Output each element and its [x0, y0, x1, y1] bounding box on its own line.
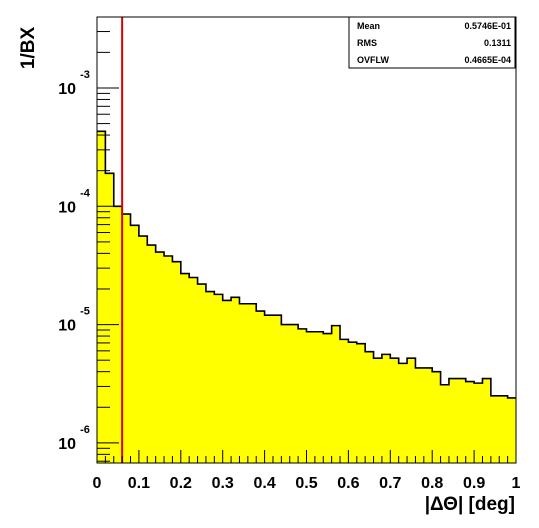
- histogram-bar: [407, 358, 416, 463]
- histogram-bar: [113, 206, 123, 463]
- histogram-bar: [97, 131, 106, 463]
- stat-label: Mean: [357, 21, 380, 31]
- histogram-bar: [214, 294, 224, 463]
- histogram-bar: [205, 291, 215, 463]
- x-tick-label: 0.6: [337, 475, 359, 492]
- histogram-bar: [465, 381, 475, 463]
- histogram-bar: [398, 363, 408, 463]
- histogram-bar: [432, 371, 441, 463]
- histogram-bar: [189, 277, 198, 463]
- histogram-bar: [247, 303, 257, 463]
- stats-box: Mean 0.5746E-01 RMS 0.1311 OVFLW 0.4665E-04: [348, 16, 516, 69]
- stats-box-frame: [348, 16, 516, 69]
- histogram-bar: [457, 378, 467, 463]
- y-tick-label: 10: [58, 436, 76, 453]
- stat-label: OVFLW: [357, 55, 390, 65]
- y-tick-exponent: -6: [80, 424, 90, 436]
- histogram-bar: [272, 315, 282, 463]
- y-tick-exponent: -3: [80, 69, 90, 81]
- histogram-bar: [164, 255, 173, 463]
- histogram-bar: [331, 325, 341, 463]
- y-tick-exponent: -5: [80, 306, 90, 318]
- y-tick-exponent: -4: [80, 187, 91, 199]
- x-tick-label: 0.1: [128, 475, 150, 492]
- y-axis: 10 -3 10 -4 10 -5 10 -6: [58, 31, 119, 462]
- histogram-bar: [323, 333, 333, 463]
- y-axis-label: 1/BX: [18, 27, 39, 70]
- histogram-bar: [474, 383, 483, 463]
- histogram-bar: [222, 300, 232, 463]
- histogram-bar: [365, 351, 374, 463]
- x-tick-label: 0.2: [170, 475, 192, 492]
- histogram-bar: [482, 378, 492, 463]
- histogram-bar: [122, 214, 131, 463]
- y-tick-label: 10: [58, 81, 76, 98]
- x-tick-label: 0: [93, 475, 102, 492]
- histogram-bar: [423, 367, 433, 463]
- x-axis-label: |ΔΘ| [deg]: [425, 494, 515, 515]
- x-tick-label: 1: [512, 475, 521, 492]
- histogram-bar: [356, 343, 366, 463]
- plot-area: [96, 16, 517, 464]
- histogram-bar: [306, 331, 316, 463]
- y-tick-label: 10: [58, 199, 76, 216]
- histogram-bar: [314, 331, 324, 463]
- x-tick-label: 0.8: [421, 475, 443, 492]
- histogram-bar: [281, 324, 291, 463]
- histogram-bar: [507, 397, 517, 463]
- x-axis: 0 0.1 0.2 0.3 0.4 0.5 0.6 0.7 0.8 0.9 1: [93, 450, 521, 492]
- histogram-bar: [499, 395, 509, 463]
- histogram-bar: [105, 173, 115, 463]
- stat-value: 0.5746E-01: [464, 21, 511, 31]
- histogram-bar: [197, 284, 207, 463]
- x-tick-label: 0.5: [295, 475, 317, 492]
- histogram-bar: [440, 384, 450, 463]
- histogram-bar: [231, 297, 240, 463]
- histogram-bar: [390, 358, 400, 463]
- histogram-bar: [239, 303, 249, 463]
- stat-label: RMS: [357, 38, 377, 48]
- x-tick-label: 0.7: [379, 475, 401, 492]
- histogram-bar: [298, 328, 307, 463]
- histogram-bar: [289, 324, 299, 463]
- histogram-bar: [264, 315, 274, 463]
- histogram-bar: [147, 245, 157, 463]
- stat-value: 0.4665E-04: [464, 55, 511, 65]
- histogram-bar: [130, 225, 140, 463]
- histogram-bar: [415, 367, 425, 463]
- x-tick-label: 0.9: [463, 475, 485, 492]
- histogram-bar: [155, 252, 165, 463]
- histogram-bar: [172, 261, 182, 463]
- x-tick-label: 0.4: [253, 475, 275, 492]
- histogram-bar: [490, 395, 500, 463]
- histogram-bar: [340, 339, 349, 463]
- histogram-bar: [180, 273, 190, 463]
- histogram-outline: [97, 130, 516, 399]
- histogram-bar: [373, 358, 383, 463]
- x-tick-label: 0.3: [212, 475, 234, 492]
- y-tick-label: 10: [58, 318, 76, 335]
- histogram-bar: [348, 342, 358, 463]
- histogram-bar: [138, 236, 148, 463]
- histogram-bar: [256, 311, 265, 463]
- stat-value: 0.1311: [484, 38, 511, 48]
- histogram-bar: [448, 378, 458, 463]
- histogram-bar: [381, 354, 391, 463]
